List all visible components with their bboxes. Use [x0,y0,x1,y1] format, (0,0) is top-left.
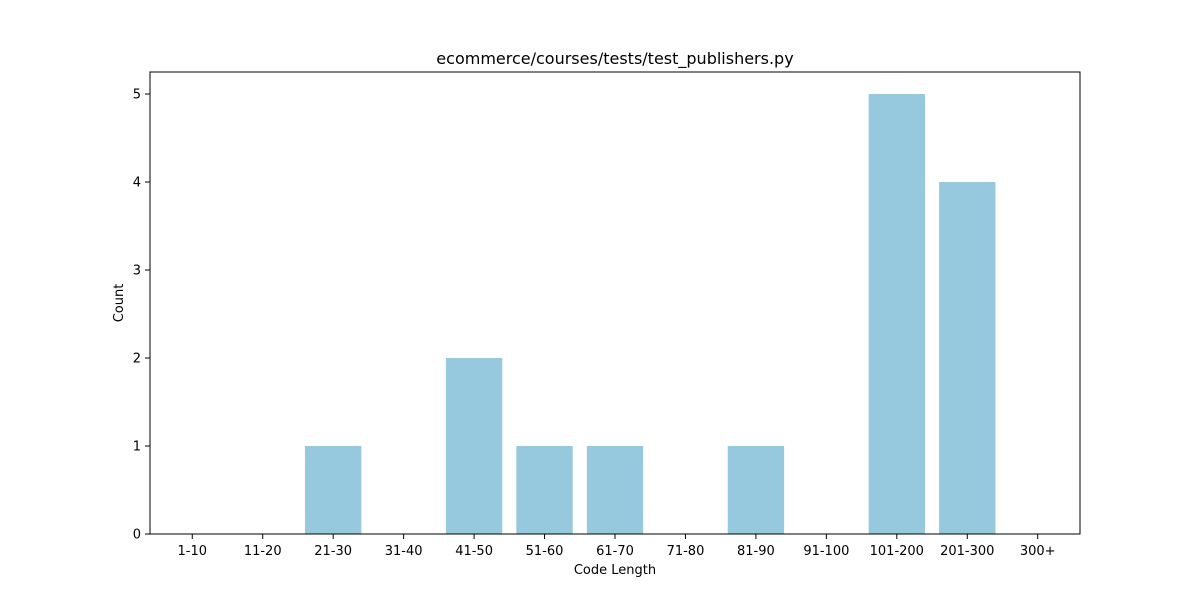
bar-61-70 [586,446,644,534]
x-tick-label: 61-70 [596,544,634,559]
x-tick-label: 101-200 [870,544,924,559]
x-tick-label: 300+ [1020,544,1056,559]
y-axis: 0 1 2 3 4 5 [133,88,150,543]
bar-101-200 [868,94,925,534]
bar-21-30 [305,446,362,534]
x-tick-label: 1-10 [178,544,208,559]
x-tick-label: 41-50 [455,544,493,559]
y-tick-label: 3 [133,264,141,279]
x-tick-label: 91-100 [803,544,849,559]
x-tick-label: 71-80 [667,544,705,559]
x-tick-label: 11-20 [244,544,282,559]
y-tick-label: 0 [133,528,141,543]
chart-title: ecommerce/courses/tests/test_publishers.… [436,49,793,69]
y-tick-label: 4 [133,176,141,191]
bar-51-60 [516,446,573,534]
x-axis-label: Code Length [574,563,656,578]
bars-group [305,94,996,534]
bar-41-50 [445,358,503,534]
y-axis-label: Count [112,284,127,323]
y-tick-label: 5 [133,88,141,103]
x-tick-label: 201-300 [940,544,994,559]
x-tick-label: 51-60 [526,544,564,559]
x-tick-label: 31-40 [385,544,423,559]
bar-201-300 [939,182,996,534]
x-tick-label: 81-90 [737,544,775,559]
y-tick-label: 2 [133,352,141,367]
x-tick-label: 21-30 [314,544,352,559]
x-axis: 1-10 11-20 21-30 31-40 41-50 51-60 61-70 71-80 8… [178,534,1056,559]
bar-81-90 [727,446,785,534]
y-tick-label: 1 [133,440,141,455]
